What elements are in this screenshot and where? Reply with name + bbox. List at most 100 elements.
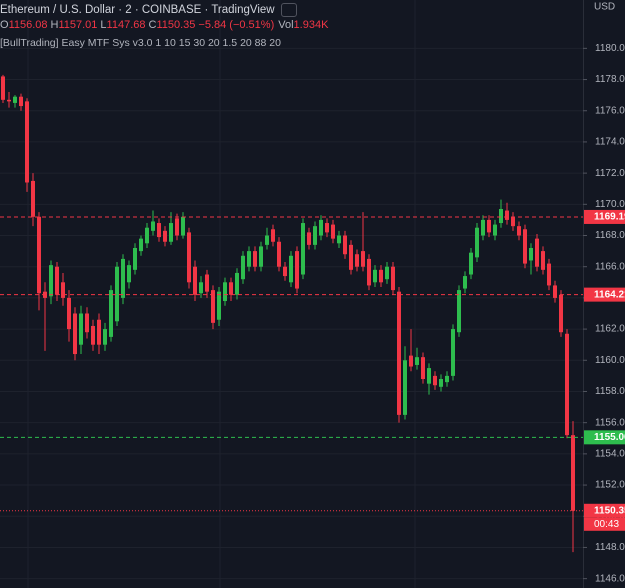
candle-body — [175, 218, 179, 236]
candle-body — [325, 223, 329, 233]
candle-body — [493, 224, 497, 236]
candle-body — [301, 223, 305, 275]
ohlc-row: O1156.08 H1157.01 L1147.68 C1150.35 −5.84 (−… — [0, 19, 328, 31]
price-label: 1164.21 — [594, 289, 625, 300]
indicator: [BullTrading] Easy MTF Sys v3.0 1 10 15 … — [0, 37, 281, 49]
candle-body — [85, 313, 89, 333]
candle-body — [511, 216, 515, 227]
ohlc-label: C — [148, 19, 157, 31]
candle-body — [481, 219, 485, 236]
candle-body — [283, 266, 287, 277]
candle-body — [415, 357, 419, 365]
candle-body — [223, 282, 227, 302]
candle-body — [457, 290, 461, 333]
candle-body — [145, 227, 149, 244]
candle-body — [565, 333, 569, 436]
price-label: 1155.06 — [594, 432, 625, 443]
candle-body — [133, 247, 137, 270]
countdown-bg — [584, 517, 625, 531]
y-tick-label: 1156.00 — [595, 417, 625, 428]
candle-body — [307, 232, 311, 245]
candle-body — [367, 258, 371, 286]
candle-body — [529, 247, 533, 261]
title-row: Ethereum / U.S. Dollar · 2 · COINBASE · … — [0, 3, 297, 17]
price-label-bg — [584, 503, 625, 518]
y-tick-label: 1158.00 — [595, 386, 625, 397]
candle-body — [67, 297, 71, 330]
candle-body — [151, 221, 155, 231]
ohlc-label: O — [0, 19, 9, 31]
candle-body — [247, 251, 251, 267]
y-tick-label: 1170.00 — [595, 199, 625, 210]
candle-body — [217, 291, 221, 320]
candle-body — [295, 251, 299, 289]
candle-body — [541, 251, 545, 270]
candle-body — [91, 325, 95, 345]
candle-body — [181, 216, 185, 236]
y-tick-label: 1154.00 — [595, 449, 625, 460]
candle-body — [121, 258, 125, 298]
volume: 1.934K — [293, 19, 329, 31]
candle-body — [355, 254, 359, 267]
ohlc-label: L — [100, 19, 107, 31]
candle-body — [97, 319, 101, 345]
candle-body — [193, 266, 197, 295]
candle-body — [187, 232, 191, 283]
symbol-title: Ethereum / U.S. Dollar · 2 · COINBASE · … — [0, 4, 275, 17]
eye-button[interactable] — [280, 3, 297, 17]
candle-body — [469, 252, 473, 275]
candle-body — [235, 272, 239, 295]
candle-body — [445, 375, 449, 383]
candle-body — [409, 355, 413, 367]
candle-body — [19, 96, 23, 107]
y-tick-label: 1174.00 — [595, 137, 625, 148]
y-tick-label: 1176.00 — [595, 105, 625, 116]
candle-body — [139, 238, 143, 252]
candle-body — [265, 235, 269, 245]
candle-body — [523, 229, 527, 264]
ohlc-value: 1156.08 — [8, 19, 48, 31]
countdown: 00:43 — [594, 519, 619, 530]
candle-body — [343, 235, 347, 255]
candle-body — [547, 263, 551, 286]
y-tick-label: 1172.00 — [595, 168, 625, 179]
y-tick-label: 1166.00 — [595, 261, 625, 272]
candle-body — [37, 216, 41, 294]
candle-body — [439, 379, 443, 387]
candle-body — [313, 226, 317, 245]
candle-body — [385, 266, 389, 280]
candle-body — [361, 251, 365, 267]
candle-body — [73, 313, 77, 355]
volume-label: Vol — [278, 19, 294, 31]
candle-body — [571, 435, 575, 511]
candle-body — [1, 76, 5, 100]
candle-body — [349, 244, 353, 270]
candle-body — [421, 357, 425, 380]
candle-body — [535, 238, 539, 267]
candle-body — [253, 251, 257, 267]
price-label-bg — [584, 209, 625, 224]
candle-body — [517, 226, 521, 236]
ohlc-label: H — [50, 19, 59, 31]
candle-body — [229, 282, 233, 295]
y-tick-label: 1152.00 — [595, 480, 625, 491]
candle-body — [13, 96, 17, 103]
candle-body — [289, 255, 293, 283]
candle-body — [391, 266, 395, 291]
candle-body — [205, 274, 209, 292]
y-tick-label: 1178.00 — [595, 74, 625, 85]
candle-body — [433, 375, 437, 386]
candle-body — [475, 227, 479, 258]
candle-body — [61, 282, 65, 298]
candle-body — [427, 368, 431, 384]
candle-body — [373, 269, 377, 283]
grid — [0, 47, 583, 580]
candle-body — [199, 282, 203, 294]
candle-body — [109, 290, 113, 337]
candle-body — [403, 360, 407, 415]
candle-body — [277, 241, 281, 267]
candle-body — [331, 224, 335, 239]
candle-body — [169, 223, 173, 242]
candle-body — [25, 101, 29, 183]
